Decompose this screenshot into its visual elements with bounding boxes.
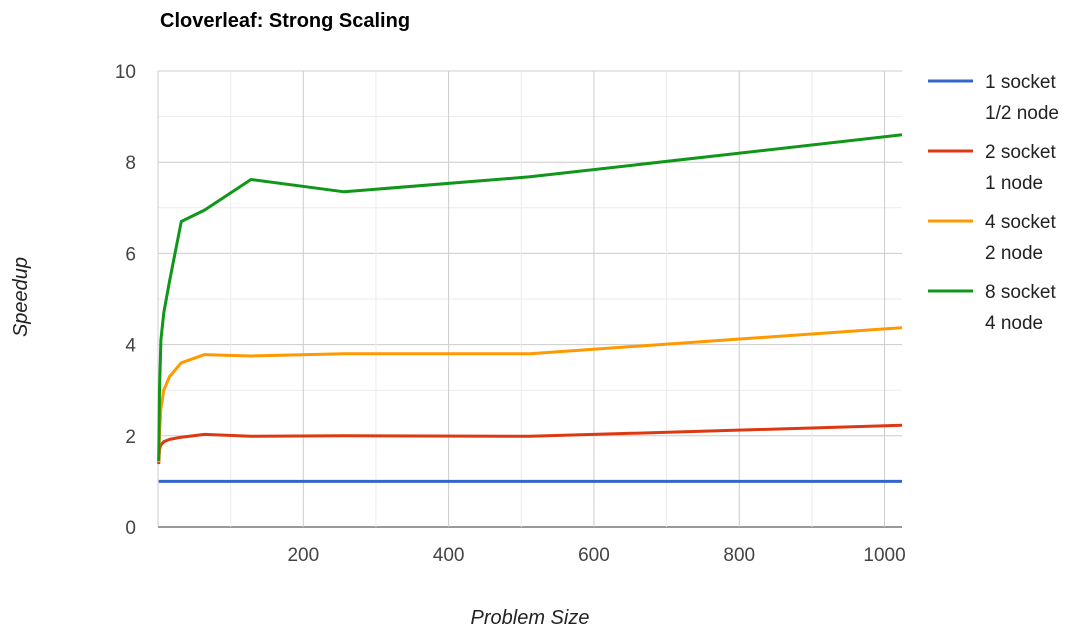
- y-tick-label: 6: [125, 244, 136, 265]
- x-tick-label: 1000: [863, 545, 905, 566]
- y-tick-label: 0: [125, 518, 136, 539]
- y-axis-title: Speedup: [10, 257, 32, 337]
- legend-label: 1 node: [985, 173, 1043, 194]
- series-line-3: [157, 326, 903, 463]
- x-tick-label: 200: [287, 545, 319, 566]
- legend-label: 4 socket: [985, 212, 1056, 233]
- x-tick-label: 800: [723, 545, 755, 566]
- y-tick-label: 2: [125, 427, 136, 448]
- legend-label: 4 node: [985, 313, 1043, 334]
- legend-label: 2 node: [985, 243, 1043, 264]
- chart-title: Cloverleaf: Strong Scaling: [160, 10, 410, 32]
- x-tick-label: 400: [433, 545, 465, 566]
- legend-label: 1/2 node: [985, 103, 1059, 124]
- series-line-2: [157, 423, 903, 465]
- x-axis-ticks: 200 400 600 800 1000: [287, 545, 905, 566]
- gridlines: [157, 70, 902, 528]
- y-tick-label: 10: [115, 62, 136, 83]
- y-tick-label: 8: [125, 153, 136, 174]
- legend-label: 2 socket: [985, 142, 1056, 163]
- y-axis-ticks: 0 2 4 6 8 10: [115, 62, 137, 539]
- plot-series: [157, 133, 903, 483]
- x-axis-title: Problem Size: [471, 607, 590, 629]
- series-line-4: [157, 133, 903, 461]
- legend: 1 socket 1/2 node 2 socket 1 node 4 socket 2 …: [928, 72, 1059, 334]
- y-tick-label: 4: [125, 336, 136, 357]
- legend-label: 8 socket: [985, 282, 1056, 303]
- legend-label: 1 socket: [985, 72, 1056, 93]
- x-tick-label: 600: [578, 545, 610, 566]
